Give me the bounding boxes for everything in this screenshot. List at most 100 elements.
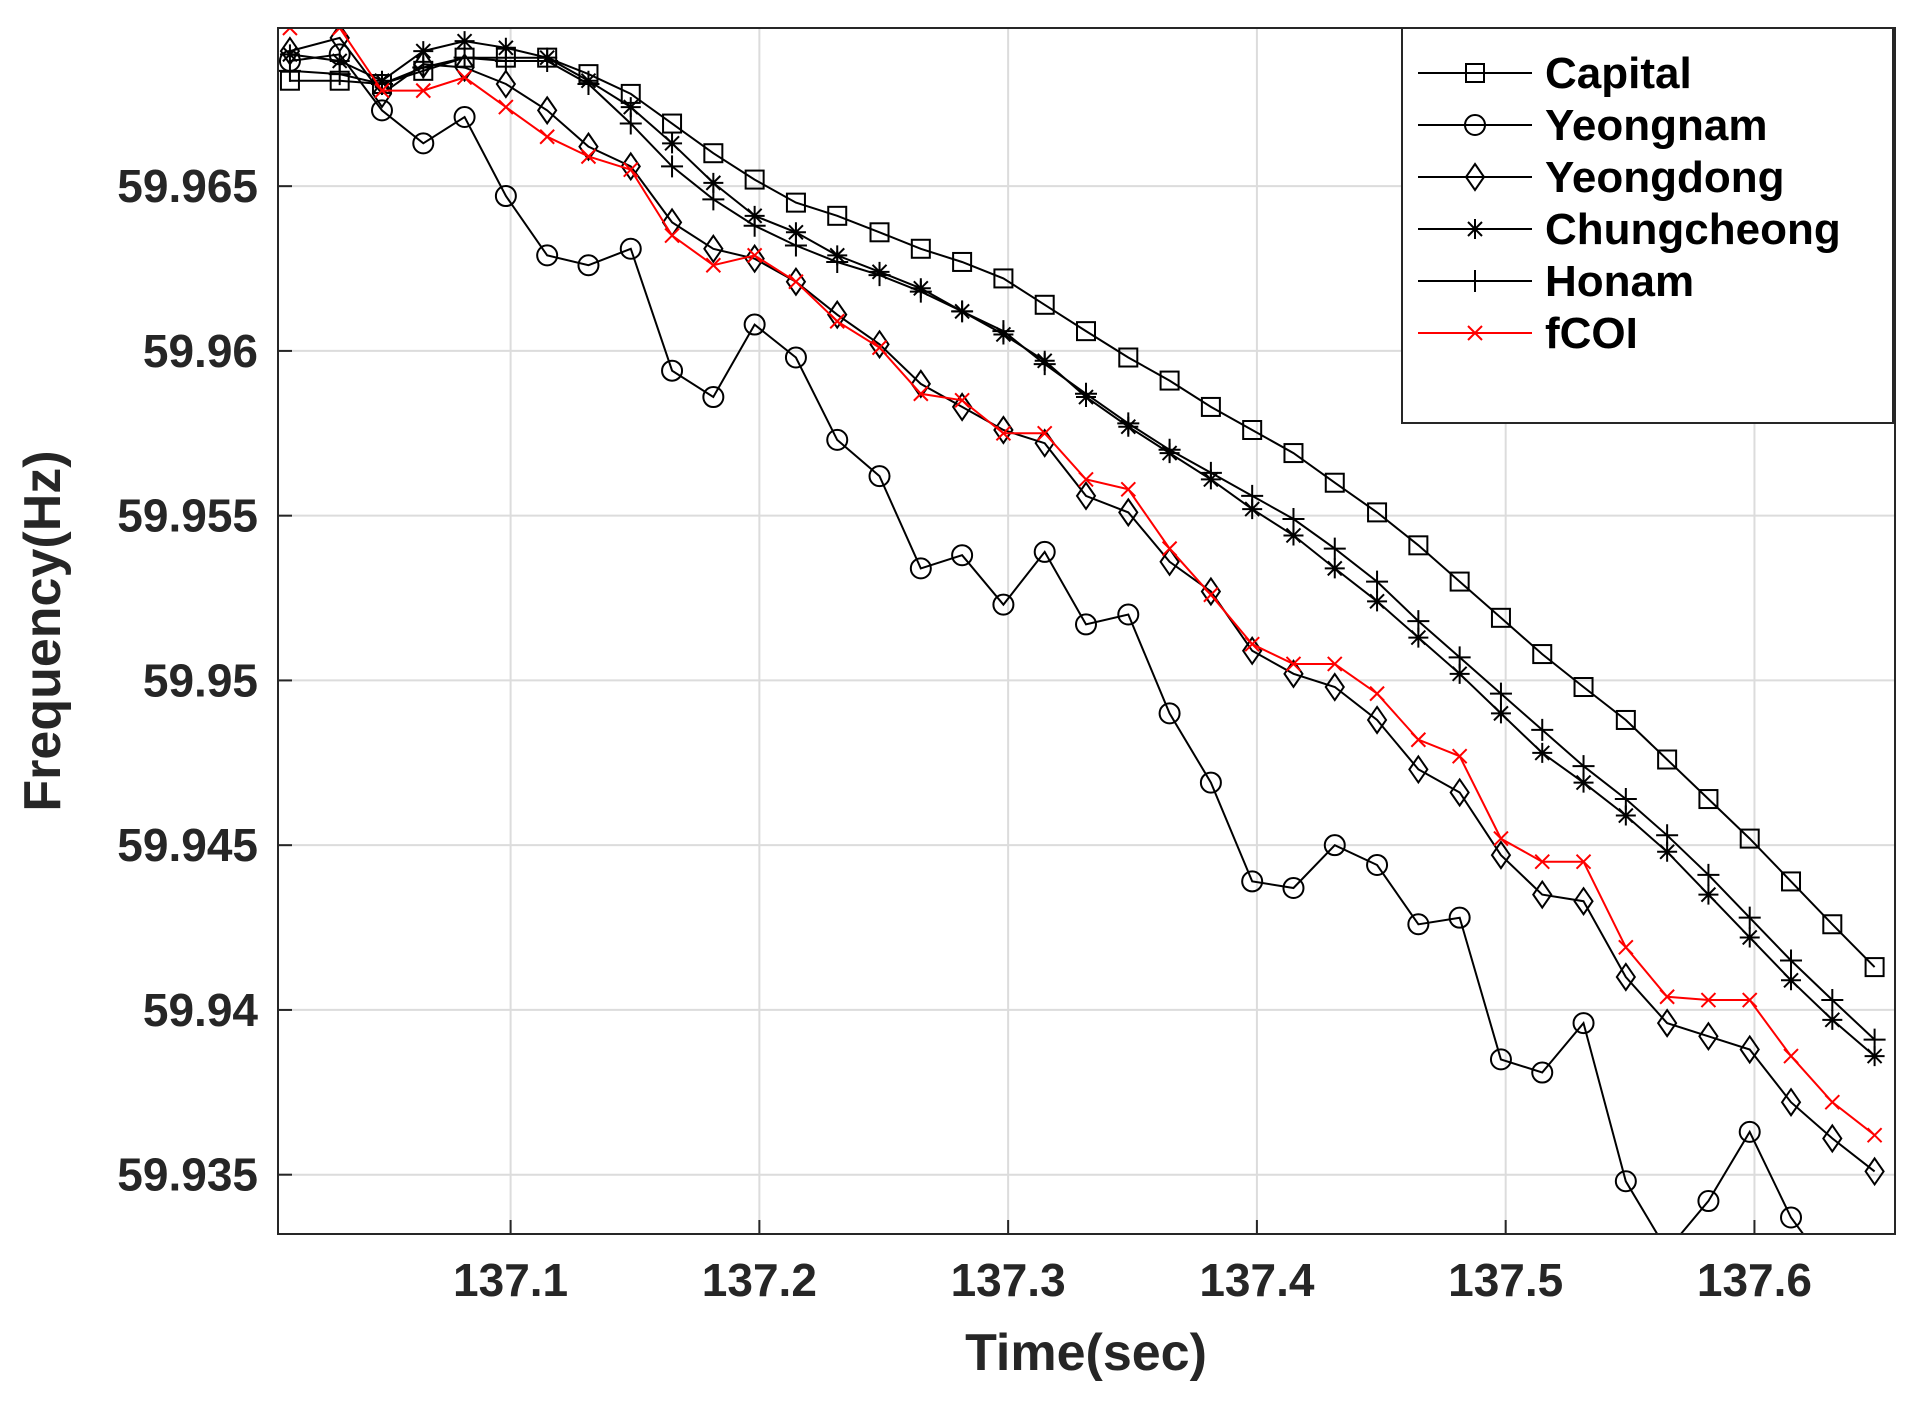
x-tick-label: 137.5	[1448, 1254, 1563, 1306]
data-point-chungcheong	[1657, 841, 1678, 862]
y-axis-label: Frequency(Hz)	[14, 450, 72, 811]
data-point-yeongnam	[1822, 1264, 1842, 1284]
data-point-fcoi	[1451, 748, 1468, 764]
data-point-chungcheong	[1532, 742, 1553, 763]
data-point-chungcheong	[703, 172, 724, 193]
data-point-yeongnam	[1489, 1048, 1512, 1071]
data-point-chungcheong	[1698, 884, 1719, 905]
data-point-yeongdong	[1698, 1021, 1719, 1052]
data-point-honam	[453, 46, 476, 69]
data-point-yeongnam	[1448, 906, 1471, 929]
data-point-yeongdong	[1656, 1008, 1678, 1038]
data-point-yeongnam	[1282, 877, 1305, 900]
data-point-fcoi	[415, 82, 431, 99]
data-point-capital	[703, 143, 724, 164]
data-point-fcoi	[1369, 685, 1385, 702]
data-point-capital	[785, 192, 806, 213]
data-point-honam	[328, 63, 351, 86]
data-point-chungcheong	[1739, 927, 1760, 948]
data-point-honam	[412, 56, 435, 79]
data-point-chungcheong	[1367, 591, 1388, 612]
data-point-yeongdong	[1490, 840, 1512, 870]
data-point-capital	[1739, 828, 1760, 849]
data-point-yeongnam	[1323, 834, 1346, 857]
data-point-yeongdong	[1532, 879, 1553, 910]
data-point-yeongdong	[1324, 672, 1345, 702]
data-point-capital	[827, 205, 848, 226]
data-point-honam	[743, 214, 766, 237]
legend-marker-star	[1465, 219, 1485, 239]
data-point-chungcheong	[1242, 499, 1263, 520]
y-tick-label: 59.945	[117, 819, 258, 871]
data-point-fcoi	[539, 129, 555, 145]
legend-entry-fcoi: fCOI	[1418, 309, 1638, 358]
data-point-yeongnam	[577, 254, 600, 277]
data-point-honam	[1075, 382, 1097, 405]
data-point-yeongnam	[1407, 913, 1430, 936]
data-point-yeongnam	[1780, 1206, 1803, 1229]
data-point-capital	[1200, 396, 1221, 417]
data-point-capital	[1490, 607, 1511, 628]
data-point-honam	[1366, 570, 1389, 593]
data-point-honam	[1738, 906, 1761, 929]
data-point-capital	[1034, 294, 1055, 315]
data-point-yeongdong	[1780, 1087, 1802, 1117]
data-point-yeongnam	[1738, 1120, 1761, 1143]
data-point-fcoi	[1327, 656, 1343, 672]
data-point-yeongdong	[620, 151, 641, 182]
data-point-chungcheong	[1781, 970, 1802, 991]
data-point-capital	[1076, 321, 1097, 342]
data-point-fcoi	[1618, 939, 1634, 956]
data-point-fcoi	[1161, 540, 1178, 557]
data-point-honam	[1033, 353, 1056, 376]
data-point-fcoi	[1700, 992, 1717, 1008]
data-point-capital	[1242, 420, 1263, 440]
data-point-honam	[992, 320, 1015, 343]
data-point-yeongdong	[1615, 962, 1637, 992]
data-point-fcoi	[456, 69, 473, 86]
data-point-yeongdong	[869, 329, 890, 360]
data-point-fcoi	[1575, 853, 1592, 870]
series-line-capital	[289, 56, 1876, 968]
data-point-yeongdong	[1075, 481, 1097, 511]
legend-marker-diamond	[1464, 162, 1486, 192]
data-point-yeongdong	[1449, 777, 1470, 808]
data-point-fcoi	[1285, 656, 1302, 672]
y-tick-label: 59.95	[143, 654, 258, 706]
x-tick-label: 137.4	[1199, 1254, 1315, 1306]
data-point-fcoi	[1659, 989, 1675, 1005]
data-point-honam	[536, 49, 559, 72]
data-point-capital	[869, 222, 890, 243]
data-point-honam	[909, 280, 932, 303]
data-point-yeongnam	[453, 105, 476, 128]
data-point-honam	[1489, 682, 1512, 705]
legend-entry-honam: Honam	[1418, 257, 1694, 306]
plot-frame	[277, 27, 1896, 1235]
data-point-capital	[993, 268, 1014, 289]
y-tick-label: 59.965	[117, 160, 258, 212]
data-point-yeongnam	[1572, 1012, 1595, 1035]
data-point-chungcheong	[1573, 772, 1594, 793]
data-point-yeongdong	[1739, 1034, 1760, 1065]
data-point-capital	[1864, 957, 1885, 978]
data-point-capital	[1657, 749, 1678, 770]
data-point-fcoi	[995, 425, 1012, 442]
data-point-fcoi	[1120, 481, 1136, 498]
legend-label: fCOI	[1545, 309, 1638, 358]
data-point-yeongnam	[826, 428, 849, 451]
legend-entry-chungcheong: Chungcheong	[1418, 205, 1841, 254]
data-point-fcoi	[705, 257, 722, 273]
data-point-chungcheong	[1324, 558, 1345, 579]
data-point-honam	[1158, 438, 1181, 461]
data-point-fcoi	[871, 339, 888, 356]
data-point-fcoi	[580, 148, 597, 165]
data-point-capital	[1324, 472, 1345, 493]
legend-marker-circle	[1464, 114, 1486, 136]
data-point-yeongnam	[784, 346, 807, 369]
data-point-honam	[1199, 461, 1222, 484]
data-point-honam	[494, 49, 517, 72]
data-point-capital	[1698, 789, 1719, 810]
data-point-yeongdong	[1822, 1123, 1843, 1154]
data-point-fcoi	[1203, 587, 1219, 603]
